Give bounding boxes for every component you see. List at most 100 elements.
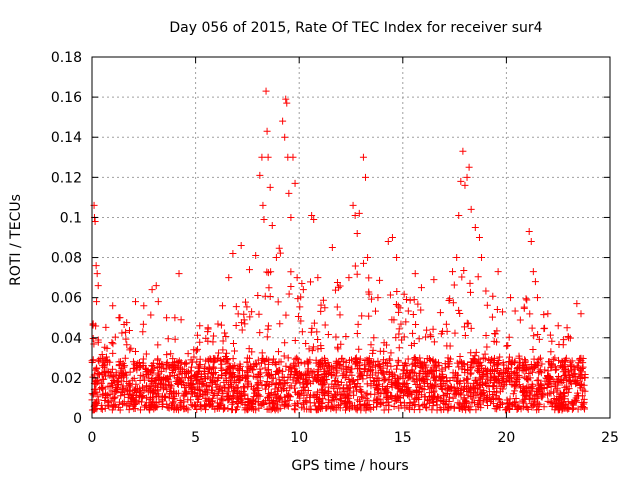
data-point xyxy=(387,349,395,357)
data-point xyxy=(578,365,586,373)
data-point xyxy=(131,364,139,372)
data-point xyxy=(331,377,339,385)
data-point xyxy=(488,391,496,399)
data-point xyxy=(366,360,374,368)
data-point xyxy=(94,370,102,378)
data-point xyxy=(214,320,222,328)
data-point xyxy=(229,250,237,258)
data-point xyxy=(179,392,187,400)
data-point xyxy=(337,395,345,403)
y-tick-label: 0.1 xyxy=(60,210,82,226)
data-point xyxy=(317,380,325,388)
data-point xyxy=(396,373,404,381)
data-point xyxy=(340,400,348,408)
data-point xyxy=(467,349,475,357)
data-point xyxy=(579,386,587,394)
data-point xyxy=(225,274,233,282)
data-point xyxy=(311,402,319,410)
data-point xyxy=(453,371,461,379)
data-point xyxy=(532,361,540,369)
data-point xyxy=(482,396,490,404)
data-point xyxy=(99,362,107,370)
data-point xyxy=(319,296,327,304)
data-point xyxy=(418,362,426,370)
data-point xyxy=(521,357,529,365)
data-point xyxy=(222,374,230,382)
data-point xyxy=(305,373,313,381)
data-point xyxy=(544,373,552,381)
data-point xyxy=(307,405,315,413)
data-point xyxy=(484,401,492,409)
data-point xyxy=(374,294,382,302)
data-point xyxy=(187,396,195,404)
data-point xyxy=(249,365,257,373)
data-point xyxy=(97,384,105,391)
data-point xyxy=(468,398,476,406)
data-point xyxy=(437,330,445,338)
data-point xyxy=(130,374,138,382)
data-point xyxy=(424,382,432,390)
data-point xyxy=(466,370,474,378)
data-point xyxy=(283,379,291,387)
data-point xyxy=(308,347,316,355)
data-point xyxy=(205,395,213,403)
data-point xyxy=(533,377,541,385)
data-point xyxy=(367,390,375,398)
data-point xyxy=(244,383,252,391)
data-point xyxy=(329,393,337,401)
data-point xyxy=(275,366,283,374)
data-point xyxy=(258,349,266,357)
data-point xyxy=(154,298,162,306)
data-point xyxy=(351,380,359,388)
data-point xyxy=(444,354,452,362)
data-point xyxy=(445,397,453,405)
data-point xyxy=(187,375,195,383)
data-point xyxy=(281,133,289,141)
data-point xyxy=(287,268,295,276)
data-point xyxy=(225,365,233,373)
data-point xyxy=(364,254,372,262)
data-point xyxy=(271,359,279,367)
data-point xyxy=(332,372,340,380)
data-point xyxy=(365,274,373,282)
data-point xyxy=(332,403,340,411)
data-point xyxy=(287,282,295,290)
data-point xyxy=(513,405,521,413)
data-point xyxy=(125,406,133,414)
data-point xyxy=(493,377,501,385)
data-point xyxy=(89,334,97,342)
data-point xyxy=(456,377,464,385)
data-point xyxy=(182,359,190,367)
x-tick-label: 20 xyxy=(497,430,515,446)
data-point xyxy=(250,393,258,401)
data-point xyxy=(494,268,502,276)
data-point xyxy=(149,387,157,395)
data-point xyxy=(534,399,542,407)
data-point xyxy=(569,401,577,409)
data-point xyxy=(252,252,260,260)
data-point xyxy=(402,369,410,377)
data-point xyxy=(161,393,169,401)
data-point xyxy=(430,388,438,396)
data-point xyxy=(417,284,425,292)
data-point xyxy=(465,404,473,412)
data-point xyxy=(100,359,108,367)
data-point xyxy=(94,338,102,346)
data-point xyxy=(256,365,264,373)
data-point xyxy=(306,393,314,401)
data-point xyxy=(190,371,198,379)
data-point xyxy=(370,358,378,366)
data-point xyxy=(400,392,408,400)
data-point xyxy=(215,388,223,396)
data-point xyxy=(524,376,532,384)
data-point xyxy=(496,403,504,411)
data-point xyxy=(459,147,467,155)
data-point xyxy=(92,399,100,407)
data-point xyxy=(313,375,321,383)
data-point xyxy=(436,309,444,317)
data-point xyxy=(263,369,271,377)
data-point xyxy=(531,278,539,286)
data-point xyxy=(482,287,490,295)
x-tick-label: 10 xyxy=(290,430,308,446)
data-point xyxy=(561,384,569,392)
